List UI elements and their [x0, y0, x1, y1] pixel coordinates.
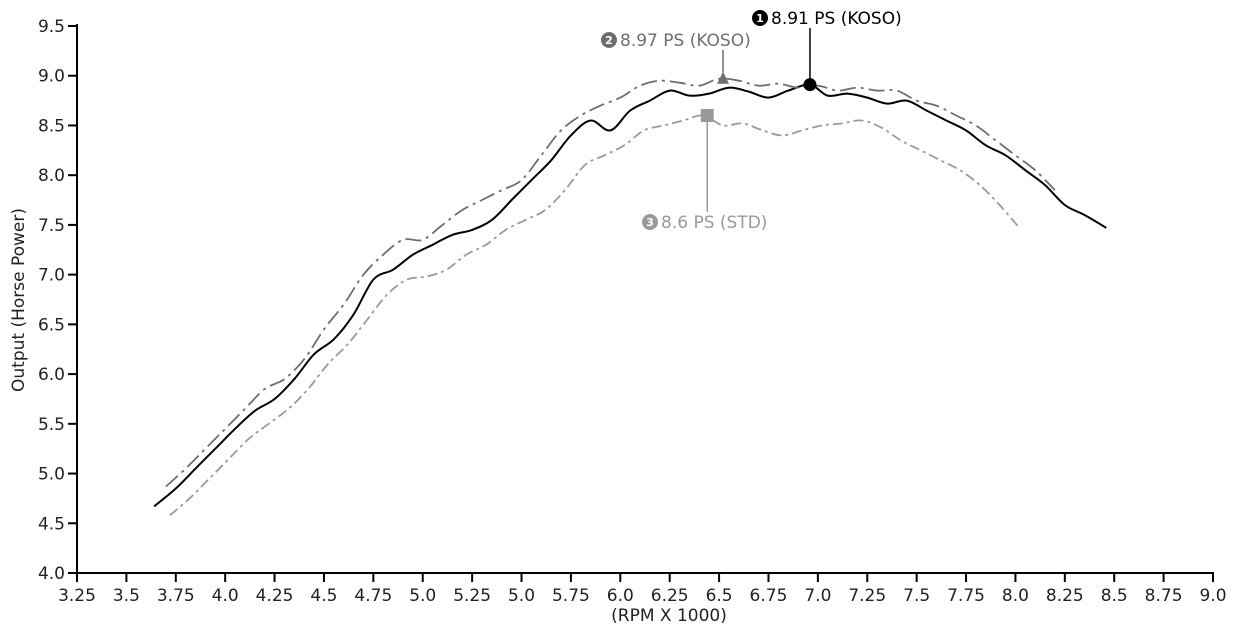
x-tick-label: 5.25 — [453, 586, 491, 606]
y-tick-label: 5.0 — [38, 465, 65, 485]
annotation-2-badge-number: 2 — [605, 34, 613, 47]
x-axis-title: (RPM X 1000) — [611, 606, 727, 626]
series-layer — [153, 77, 1107, 516]
y-tick-label: 6.0 — [38, 365, 65, 385]
annotation-1-marker — [803, 78, 817, 92]
annotation-3-badge-number: 3 — [646, 216, 654, 229]
x-tick-label: 4.5 — [310, 586, 337, 606]
x-tick-label: 8.25 — [1046, 586, 1084, 606]
annotation-1-badge — [752, 10, 768, 26]
x-tick-label: 4.75 — [354, 586, 392, 606]
annotation-3-marker — [700, 109, 714, 123]
x-tick-label: 7.5 — [903, 586, 930, 606]
y-tick-label: 6.5 — [38, 315, 65, 335]
y-axis-title: Output (Horse Power) — [9, 208, 29, 392]
x-tick-label: 7.0 — [804, 586, 831, 606]
x-axis-ticks: 3.25 3.5 3.75 4.0 4.25 4.5 4.75 5.0 5.25 5.0 5.75 6… — [58, 573, 1227, 606]
x-tick-label: 3.75 — [157, 586, 195, 606]
x-tick-label: 7.25 — [848, 586, 886, 606]
annotation-2-marker — [717, 71, 730, 84]
series-line-1 — [153, 83, 1107, 508]
x-tick-label: 8.0 — [1002, 586, 1029, 606]
y-tick-label: 4.5 — [38, 514, 65, 534]
x-tick-label: 6.75 — [750, 586, 788, 606]
x-tick-label: 6.0 — [607, 586, 634, 606]
series-line-2 — [165, 77, 1056, 488]
y-tick-label: 8.5 — [38, 116, 65, 136]
y-tick-label: 7.0 — [38, 266, 65, 286]
x-tick-label: 6.25 — [651, 586, 689, 606]
x-tick-label: 8.75 — [1145, 586, 1183, 606]
x-tick-label: 3.5 — [113, 586, 140, 606]
x-tick-label: 8.5 — [1101, 586, 1128, 606]
y-tick-label: 8.0 — [38, 166, 65, 186]
x-tick-label: 5.0 — [409, 586, 436, 606]
y-tick-label: 5.5 — [38, 415, 65, 435]
y-tick-label: 9.5 — [38, 17, 65, 37]
x-tick-label: 9.0 — [1199, 586, 1226, 606]
x-tick-label: 4.25 — [256, 586, 294, 606]
x-tick-label: 3.25 — [58, 586, 96, 606]
annotation-3-label: 8.6 PS (STD) — [661, 213, 767, 233]
annotation-3-badge — [642, 214, 658, 230]
annotation-1-label: 8.91 PS (KOSO) — [771, 9, 902, 29]
series-line-3 — [169, 114, 1021, 516]
annotation-2-label: 8.97 PS (KOSO) — [620, 31, 751, 51]
x-tick-label: 5.75 — [552, 586, 590, 606]
x-tick-label: 5.0 — [508, 586, 535, 606]
y-axis-ticks: 4.0 4.5 5.0 5.5 6.0 6.5 7.0 7.5 8.0 8.5 9.0 9.5 — [38, 17, 77, 584]
x-tick-label: 4.0 — [212, 586, 239, 606]
annotation-1-badge-number: 1 — [756, 12, 764, 25]
annotation-2-badge — [601, 32, 617, 48]
y-tick-label: 9.0 — [38, 67, 65, 87]
x-tick-label: 7.75 — [947, 586, 985, 606]
y-tick-label: 4.0 — [38, 564, 65, 584]
y-tick-label: 7.5 — [38, 216, 65, 236]
x-tick-label: 6.5 — [706, 586, 733, 606]
annotation-layer: 1 8.91 PS (KOSO) 2 8.97 PS (KOSO) 3 8.6 PS (S… — [601, 9, 902, 233]
